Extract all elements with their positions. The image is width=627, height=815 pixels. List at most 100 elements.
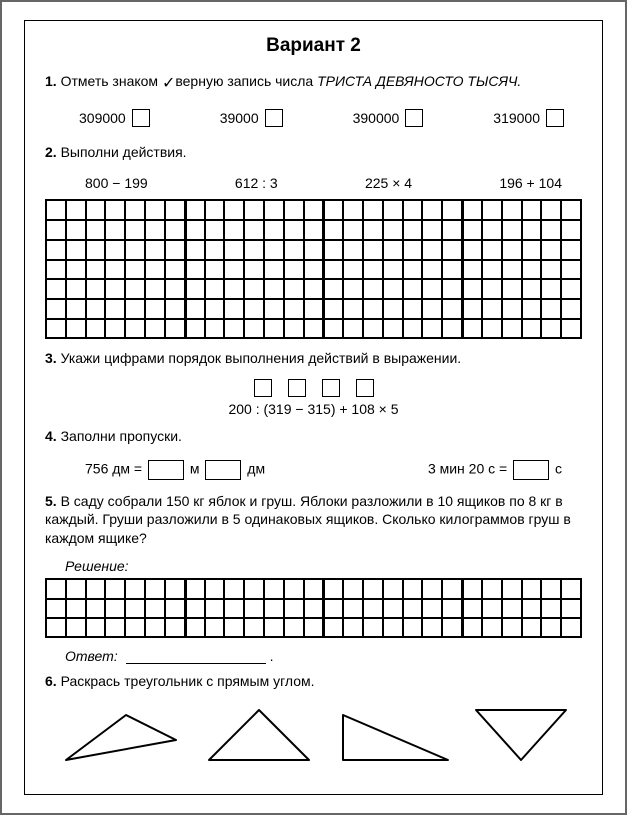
grid-cell <box>264 220 284 240</box>
grid-cell <box>205 319 225 339</box>
q4-right-a: 3 мин 20 с = <box>428 460 507 476</box>
option-4-checkbox[interactable] <box>546 109 564 127</box>
grid-cell <box>541 618 561 637</box>
grid-cell <box>145 299 165 319</box>
grid-cell <box>462 260 482 280</box>
option-1: 309000 <box>79 109 150 127</box>
grid-cell <box>86 279 106 299</box>
grid-cell <box>264 279 284 299</box>
grid-cell <box>66 260 86 280</box>
grid-cell <box>561 240 581 260</box>
grid-cell <box>304 200 324 220</box>
grid-cell <box>482 240 502 260</box>
grid-cell <box>442 200 462 220</box>
option-2-checkbox[interactable] <box>265 109 283 127</box>
grid-divider <box>462 579 464 637</box>
grid-cell <box>264 260 284 280</box>
grid-cell <box>284 579 304 598</box>
order-box-4[interactable] <box>356 379 374 397</box>
grid-cell <box>363 618 383 637</box>
grid-cell <box>561 220 581 240</box>
task-1-phrase: ТРИСТА ДЕВЯНОСТО ТЫСЯЧ. <box>317 73 521 89</box>
order-box-3[interactable] <box>322 379 340 397</box>
grid-cell <box>482 200 502 220</box>
grid-cell <box>125 599 145 618</box>
grid-cell <box>403 599 423 618</box>
grid-cell <box>264 319 284 339</box>
task-4-row: 756 дм = м дм 3 мин 20 с = с <box>45 456 582 484</box>
grid-cell <box>442 240 462 260</box>
grid-cell <box>86 618 106 637</box>
triangle-3[interactable] <box>333 705 458 765</box>
grid-cell <box>205 579 225 598</box>
grid-cell <box>105 240 125 260</box>
q4-left-box-1[interactable] <box>148 460 184 480</box>
grid-cell <box>363 260 383 280</box>
order-box-1[interactable] <box>254 379 272 397</box>
grid-cell <box>185 579 205 598</box>
grid-cell <box>383 220 403 240</box>
expr-3: 225 × 4 <box>365 175 412 191</box>
grid-cell <box>105 618 125 637</box>
grid-cell <box>323 299 343 319</box>
grid-cell <box>522 299 542 319</box>
option-3-label: 390000 <box>353 110 400 126</box>
grid-cell <box>86 579 106 598</box>
task-1: 1. Отметь знаком ✓верную запись числа ТР… <box>45 71 582 93</box>
grid-cell <box>522 618 542 637</box>
grid-cell <box>343 618 363 637</box>
grid-cell <box>284 200 304 220</box>
grid-cell <box>46 618 66 637</box>
grid-cell <box>165 279 185 299</box>
triangle-2[interactable] <box>199 705 319 765</box>
task-2-num: 2. <box>45 144 57 160</box>
page: Вариант 2 1. Отметь знаком ✓верную запис… <box>0 0 627 815</box>
triangle-4[interactable] <box>471 705 571 765</box>
option-3-checkbox[interactable] <box>405 109 423 127</box>
grid-cell <box>343 220 363 240</box>
answer-row: Ответ: . <box>65 648 582 664</box>
grid-cell <box>304 579 324 598</box>
task-2-grid[interactable] <box>45 199 582 339</box>
q4-right-box[interactable] <box>513 460 549 480</box>
grid-cell <box>343 319 363 339</box>
grid-cell <box>323 599 343 618</box>
grid-cell <box>541 220 561 240</box>
q4-left-box-2[interactable] <box>205 460 241 480</box>
grid-cell <box>442 260 462 280</box>
grid-cell <box>145 279 165 299</box>
grid-cell <box>482 599 502 618</box>
grid-cell <box>264 618 284 637</box>
answer-label: Ответ: <box>65 648 118 664</box>
grid-cell <box>125 240 145 260</box>
grid-cell <box>224 599 244 618</box>
option-1-checkbox[interactable] <box>132 109 150 127</box>
grid-divider <box>323 579 325 637</box>
answer-blank[interactable] <box>126 649 266 664</box>
grid-cell <box>462 579 482 598</box>
grid-cell <box>541 260 561 280</box>
grid-cell <box>323 579 343 598</box>
order-box-2[interactable] <box>288 379 306 397</box>
grid-cell <box>46 599 66 618</box>
grid-cell <box>205 618 225 637</box>
grid-cell <box>343 260 363 280</box>
grid-cell <box>284 260 304 280</box>
grid-cell <box>105 260 125 280</box>
grid-cell <box>383 260 403 280</box>
grid-cell <box>383 618 403 637</box>
grid-cell <box>165 618 185 637</box>
grid-cell <box>502 579 522 598</box>
grid-cell <box>205 279 225 299</box>
grid-cell <box>561 299 581 319</box>
grid-cell <box>46 579 66 598</box>
task-1-options: 309000 39000 390000 319000 <box>45 103 582 133</box>
grid-cell <box>46 200 66 220</box>
task-5-grid[interactable] <box>45 578 582 638</box>
grid-cell <box>383 319 403 339</box>
grid-cell <box>244 599 264 618</box>
grid-cell <box>541 279 561 299</box>
triangle-1[interactable] <box>56 710 186 765</box>
grid-cell <box>224 618 244 637</box>
grid-cell <box>442 220 462 240</box>
